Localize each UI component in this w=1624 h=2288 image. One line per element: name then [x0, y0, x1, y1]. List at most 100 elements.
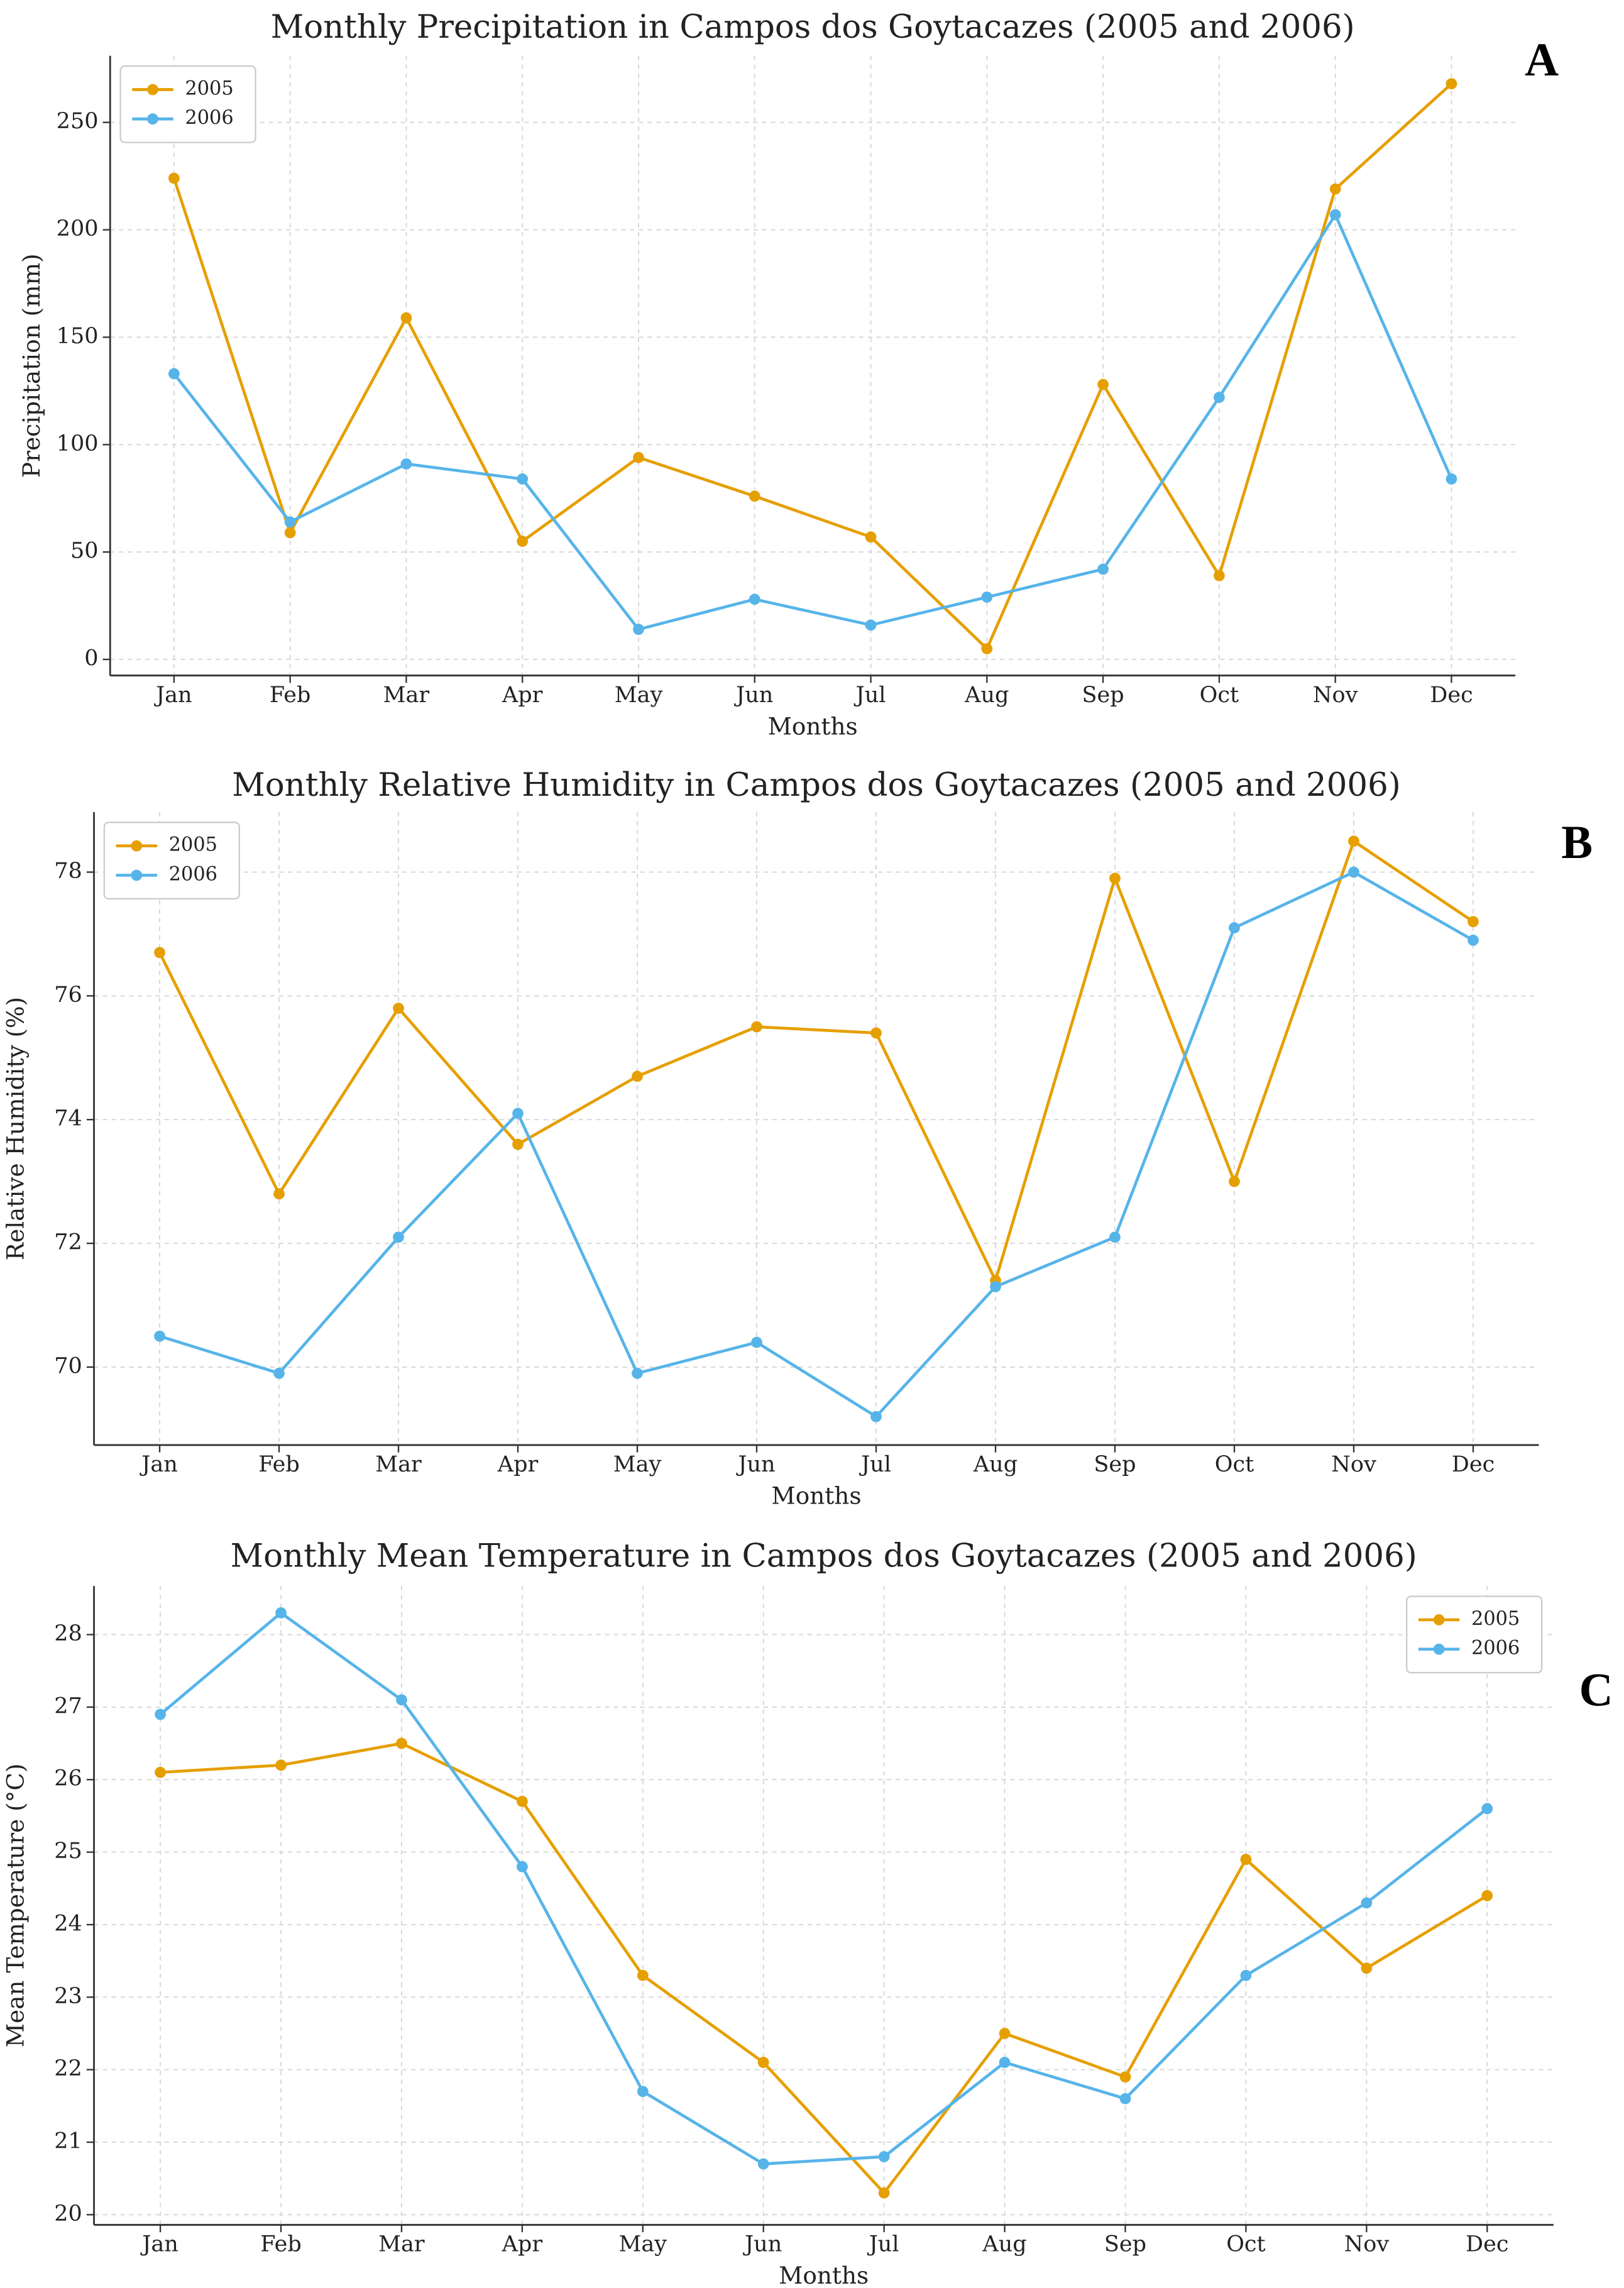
legend-marker — [1433, 1643, 1445, 1655]
data-point — [870, 1411, 882, 1422]
data-point — [512, 1138, 524, 1150]
data-point — [1119, 2071, 1131, 2083]
data-point — [878, 2151, 890, 2162]
data-point — [517, 473, 529, 485]
y-tick-label: 22 — [54, 2055, 82, 2081]
x-axis-label: Months — [771, 1482, 861, 1510]
data-point — [1119, 2093, 1131, 2104]
data-point — [1361, 1962, 1373, 1974]
panel-label: C — [1579, 1664, 1613, 1716]
data-point — [632, 1070, 643, 1082]
y-tick-label: 74 — [54, 1106, 82, 1131]
data-point — [154, 1330, 165, 1342]
data-point — [284, 527, 296, 539]
legend-label: 2005 — [1471, 1608, 1520, 1630]
x-tick-label: Apr — [497, 1451, 539, 1477]
y-axis-label: Mean Temperature (°C) — [2, 1763, 30, 2047]
data-point — [273, 1367, 285, 1379]
y-tick-label: 21 — [54, 2128, 82, 2154]
y-tick-label: 0 — [84, 646, 98, 671]
data-point — [275, 1607, 287, 1619]
data-point — [1468, 934, 1479, 946]
legend-label: 2006 — [1471, 1637, 1520, 1659]
y-tick-label: 150 — [57, 323, 99, 349]
y-tick-label: 26 — [54, 1766, 82, 1791]
data-point — [1109, 1231, 1121, 1243]
data-point — [516, 1795, 528, 1807]
y-tick-label: 250 — [57, 108, 99, 134]
data-point — [637, 1969, 649, 1981]
legend-marker — [131, 869, 143, 881]
data-point — [273, 1188, 285, 1200]
x-tick-label: Oct — [1215, 1451, 1254, 1477]
data-point — [990, 1281, 1001, 1292]
data-point — [865, 531, 877, 543]
x-tick-label: May — [613, 1451, 662, 1477]
y-tick-label: 24 — [54, 1910, 82, 1936]
data-point — [757, 2057, 769, 2069]
y-tick-label: 25 — [54, 1838, 82, 1864]
x-tick-label: Sep — [1082, 682, 1124, 708]
x-tick-label: Jun — [734, 682, 773, 708]
data-point — [168, 172, 180, 184]
data-point — [275, 1759, 287, 1771]
data-point — [633, 624, 644, 635]
data-point — [757, 2158, 769, 2170]
series-line — [159, 870, 1474, 1419]
data-point — [878, 2187, 890, 2199]
x-tick-label: Apr — [502, 2231, 543, 2257]
x-tick-label: Jan — [140, 1451, 178, 1477]
series-line — [158, 839, 1474, 1285]
data-point — [751, 1021, 762, 1033]
x-tick-label: Dec — [1466, 2231, 1508, 2257]
y-tick-label: 72 — [54, 1229, 82, 1255]
data-point — [1329, 183, 1341, 195]
x-tick-label: Nov — [1344, 2231, 1390, 2257]
data-point — [999, 2028, 1011, 2039]
x-tick-label: Jul — [854, 682, 886, 708]
data-point — [865, 619, 877, 631]
x-tick-label: Sep — [1104, 2231, 1146, 2257]
x-tick-label: Jan — [140, 2231, 178, 2257]
data-point — [1481, 1889, 1493, 1901]
x-tick-label: Feb — [270, 682, 311, 708]
data-point — [1097, 563, 1109, 575]
y-tick-label: 70 — [54, 1353, 82, 1378]
data-point — [751, 1336, 762, 1348]
legend-label: 2005 — [185, 78, 233, 100]
x-tick-label: Dec — [1430, 682, 1473, 708]
series-line — [172, 82, 1453, 651]
legend-label: 2005 — [169, 834, 217, 856]
data-point — [1109, 872, 1121, 884]
y-tick-label: 23 — [54, 1983, 82, 2009]
data-point — [1214, 569, 1225, 581]
data-point — [981, 591, 993, 603]
x-tick-label: Nov — [1331, 1451, 1376, 1477]
data-point — [1229, 922, 1240, 933]
x-tick-label: Apr — [502, 682, 543, 708]
x-tick-label: May — [619, 2231, 667, 2257]
x-tick-label: Sep — [1094, 1451, 1136, 1477]
x-tick-label: Dec — [1452, 1451, 1495, 1477]
x-tick-label: Mar — [383, 682, 430, 708]
y-tick-label: 76 — [54, 982, 82, 1008]
series-line — [160, 1742, 1488, 2196]
x-tick-label: Aug — [982, 2231, 1026, 2257]
y-tick-label: 100 — [57, 431, 99, 456]
data-point — [1240, 1969, 1252, 1981]
data-point — [284, 516, 296, 528]
data-point — [632, 1367, 643, 1379]
legend-marker — [147, 113, 158, 125]
data-point — [999, 2057, 1011, 2069]
legend-marker — [147, 84, 158, 96]
data-point — [1348, 835, 1359, 847]
legend-marker — [131, 840, 143, 852]
data-point — [155, 1708, 166, 1720]
data-point — [637, 2086, 649, 2098]
data-point — [1446, 473, 1457, 485]
data-point — [1229, 1175, 1240, 1187]
data-point — [1097, 378, 1109, 390]
chart-title: Monthly Relative Humidity in Campos dos … — [232, 766, 1401, 804]
data-point — [1468, 916, 1479, 928]
